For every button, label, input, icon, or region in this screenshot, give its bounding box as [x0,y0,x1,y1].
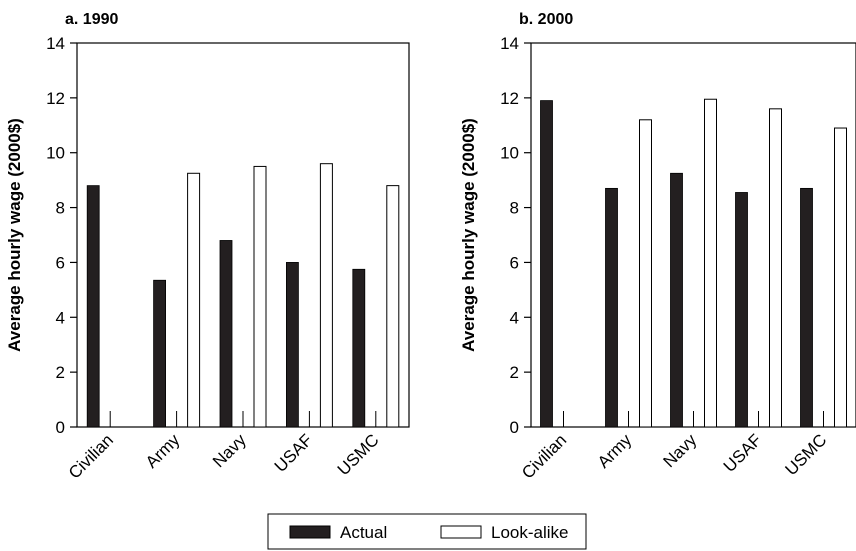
bar-actual-army [153,279,167,428]
bar-lookalike-usmc [834,127,847,428]
y-axis-label: Average hourly wage (2000$) [5,118,24,352]
bar-actual-usaf [735,192,748,428]
y-tick-label: 8 [56,199,65,218]
legend-swatch-lookalike [440,525,482,539]
panel-title: a. 1990 [65,11,118,28]
panel-title: b. 2000 [519,11,573,28]
y-tick-label: 2 [56,363,65,382]
category-label-navy: Navy [660,430,701,471]
legend-swatch-actual [289,525,331,539]
bar-actual-navy [219,240,233,428]
legend-label-actual: Actual [340,523,387,542]
y-tick-label: 10 [500,144,519,163]
bar-actual-usmc [352,268,366,428]
y-tick-label: 0 [510,418,519,437]
y-tick-label: 8 [510,199,519,218]
y-tick-label: 6 [56,253,65,272]
bar-lookalike-navy [704,98,717,428]
bar-actual-navy [670,172,683,428]
category-label-usaf: USAF [720,430,765,475]
bar-lookalike-navy [253,165,267,428]
bar-actual-civilian [86,185,100,428]
category-label-army: Army [594,430,636,472]
bar-actual-usmc [800,187,813,428]
legend-label-lookalike: Look-alike [491,523,569,542]
legend: Actual Look-alike [267,513,587,550]
y-tick-label: 0 [56,418,65,437]
y-tick-label: 4 [510,308,519,327]
chart-panel-b: b. 2000 Average hourly wage (2000$) 0 2 4 6 8 1… [459,11,856,483]
bar-lookalike-usaf [319,163,333,428]
category-label-usmc: USMC [781,430,830,479]
bar-actual-usaf [285,262,299,428]
y-tick-label: 12 [500,89,519,108]
category-label-usaf: USAF [271,430,316,475]
y-tick-label: 12 [46,89,65,108]
bar-lookalike-usaf [769,108,782,428]
bar-lookalike-usmc [386,185,400,428]
bar-lookalike-army [639,119,652,428]
category-label-usmc: USMC [334,430,383,479]
category-label-navy: Navy [209,430,250,471]
y-tick-label: 2 [510,363,519,382]
category-label-army: Army [142,430,184,472]
bar-actual-civilian [540,100,553,428]
y-tick-label: 14 [500,34,519,53]
y-axis-label: Average hourly wage (2000$) [459,118,478,352]
chart-panel-a: a. 1990 Average hourly wage (2000$) 0 2 4 6 8 1… [5,11,410,483]
bar-lookalike-army [187,172,201,428]
y-tick-label: 10 [46,144,65,163]
category-label-civilian: Civilian [65,430,117,482]
bar-actual-army [605,187,618,428]
y-tick-label: 14 [46,34,65,53]
y-tick-label: 4 [56,308,65,327]
category-label-civilian: Civilian [518,430,570,482]
y-tick-label: 6 [510,253,519,272]
